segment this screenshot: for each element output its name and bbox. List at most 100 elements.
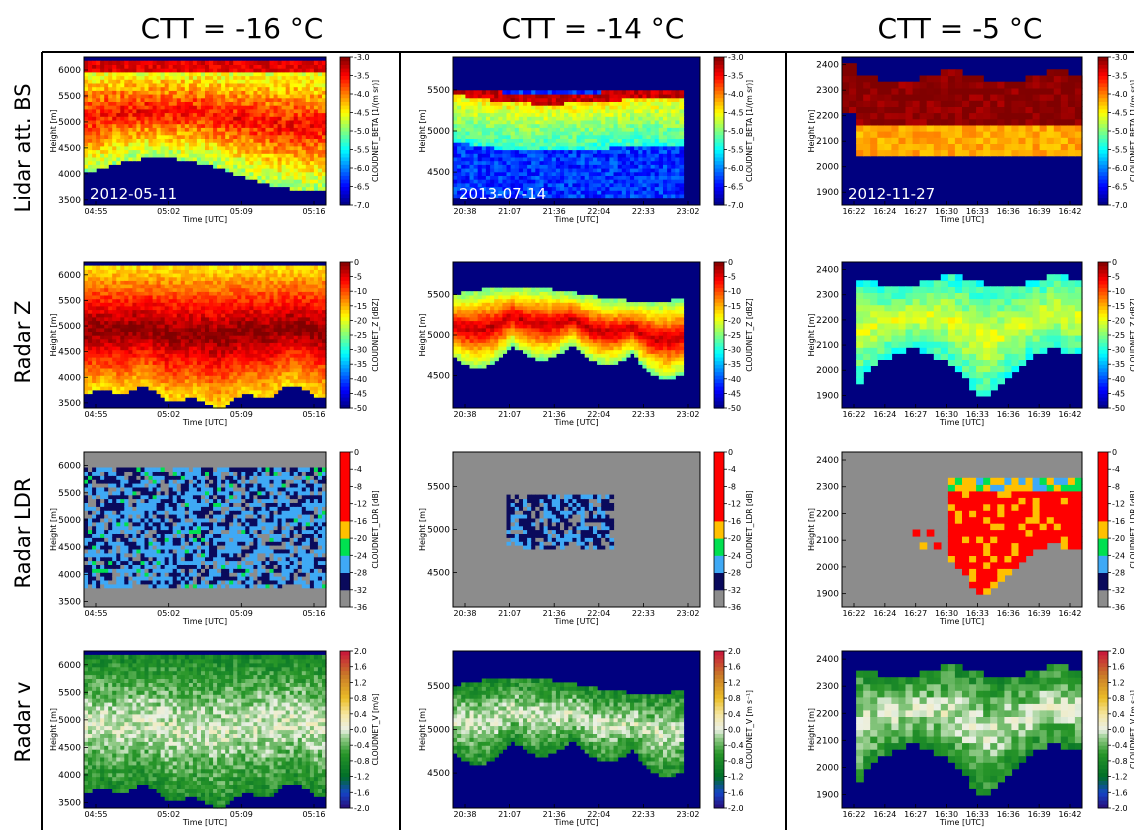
heatmap-cell <box>241 71 246 77</box>
heatmap-cell <box>112 119 117 125</box>
heatmap-cell <box>92 280 97 285</box>
heatmap-cell <box>621 105 627 110</box>
heatmap-cell <box>188 64 194 69</box>
heatmap-cell <box>281 86 287 91</box>
heatmap-cell <box>593 153 598 158</box>
heatmap-cell <box>863 124 871 132</box>
heatmap-cell <box>88 349 93 354</box>
heatmap-cell <box>196 134 202 139</box>
heatmap-cell <box>168 116 174 121</box>
heatmap-cell <box>593 156 598 162</box>
heatmap-cell <box>1060 87 1069 95</box>
heatmap-cell <box>588 116 594 121</box>
heatmap-cell <box>494 112 499 117</box>
heatmap-cell <box>1060 106 1069 114</box>
heatmap-cell <box>108 316 113 322</box>
heatmap-cell <box>92 116 97 121</box>
heatmap-cell <box>498 112 503 117</box>
heatmap-cell <box>265 171 271 176</box>
heatmap-cell <box>128 138 133 143</box>
heatmap-cell <box>140 265 146 270</box>
heatmap-cell <box>663 175 668 180</box>
heatmap-cell <box>564 90 569 95</box>
heatmap-cell <box>273 145 279 151</box>
heatmap-cell <box>285 153 291 158</box>
heatmap-cell <box>84 320 89 325</box>
heatmap-cell <box>293 94 299 99</box>
heatmap-cell <box>535 186 540 191</box>
heatmap-cell <box>650 94 656 99</box>
heatmap-cell <box>498 156 503 162</box>
heatmap-cell <box>253 160 258 165</box>
heatmap-cell <box>654 134 660 139</box>
heatmap-cell <box>84 294 89 300</box>
heatmap-cell <box>164 309 170 314</box>
heatmap-cell <box>658 112 664 117</box>
heatmap-cell <box>241 145 246 151</box>
heatmap-cell <box>285 119 291 125</box>
heatmap-cell <box>539 149 545 154</box>
heatmap-cell <box>136 342 141 347</box>
heatmap-cell <box>317 94 323 99</box>
heatmap-cell <box>630 90 635 95</box>
heatmap-cell <box>469 193 475 199</box>
heatmap-cell <box>625 168 631 173</box>
heatmap-cell <box>912 118 921 126</box>
heatmap-cell <box>160 327 166 332</box>
heatmap-cell <box>225 134 230 139</box>
heatmap-cell <box>180 331 186 336</box>
heatmap-cell <box>898 106 907 114</box>
heatmap-cell <box>576 138 582 143</box>
heatmap-cell <box>176 280 182 285</box>
heatmap-cell <box>601 127 606 132</box>
heatmap-cell <box>152 82 158 88</box>
heatmap-cell <box>667 182 672 188</box>
heatmap-cell <box>675 145 680 151</box>
heatmap-cell <box>568 186 573 191</box>
heatmap-cell <box>531 171 536 176</box>
heatmap-cell <box>539 168 545 173</box>
heatmap-cell <box>601 131 606 136</box>
heatmap-cell <box>148 153 154 158</box>
heatmap-cell <box>289 149 295 154</box>
heatmap-cell <box>605 156 610 162</box>
heatmap-cell <box>180 156 186 162</box>
heatmap-cell <box>180 134 186 139</box>
heatmap-cell <box>671 190 676 195</box>
heatmap-cell <box>514 186 520 191</box>
heatmap-cell <box>144 335 150 340</box>
heatmap-cell <box>92 375 97 380</box>
heatmap-cell <box>1067 131 1076 138</box>
heatmap-cell <box>605 90 610 95</box>
heatmap-cell <box>213 164 218 169</box>
heatmap-cell <box>104 60 109 65</box>
heatmap-cell <box>160 269 166 274</box>
heatmap-cell <box>148 291 154 296</box>
heatmap-cell <box>104 138 109 143</box>
heatmap-cell <box>144 138 150 143</box>
heatmap-cell <box>184 138 190 143</box>
heatmap-cell <box>156 345 162 351</box>
heatmap-cell <box>679 153 685 158</box>
heatmap-cell <box>543 142 549 147</box>
heatmap-cell <box>164 138 170 143</box>
heatmap-cell <box>140 313 146 318</box>
heatmap-cell <box>92 353 97 358</box>
heatmap-cell <box>269 149 275 154</box>
heatmap-cell <box>551 94 557 99</box>
heatmap-cell <box>184 116 190 121</box>
heatmap-cell <box>269 145 275 151</box>
heatmap-cell <box>100 313 105 318</box>
heatmap-cell <box>1039 75 1048 83</box>
heatmap-cell <box>601 138 606 143</box>
heatmap-cell <box>116 156 121 162</box>
heatmap-cell <box>160 123 166 128</box>
heatmap-cell <box>547 119 553 125</box>
heatmap-cell <box>164 108 170 114</box>
heatmap-cell <box>168 134 174 139</box>
heatmap-cell <box>576 134 582 139</box>
heatmap-cell <box>261 119 267 125</box>
heatmap-cell <box>233 127 238 132</box>
heatmap-cell <box>164 273 170 278</box>
